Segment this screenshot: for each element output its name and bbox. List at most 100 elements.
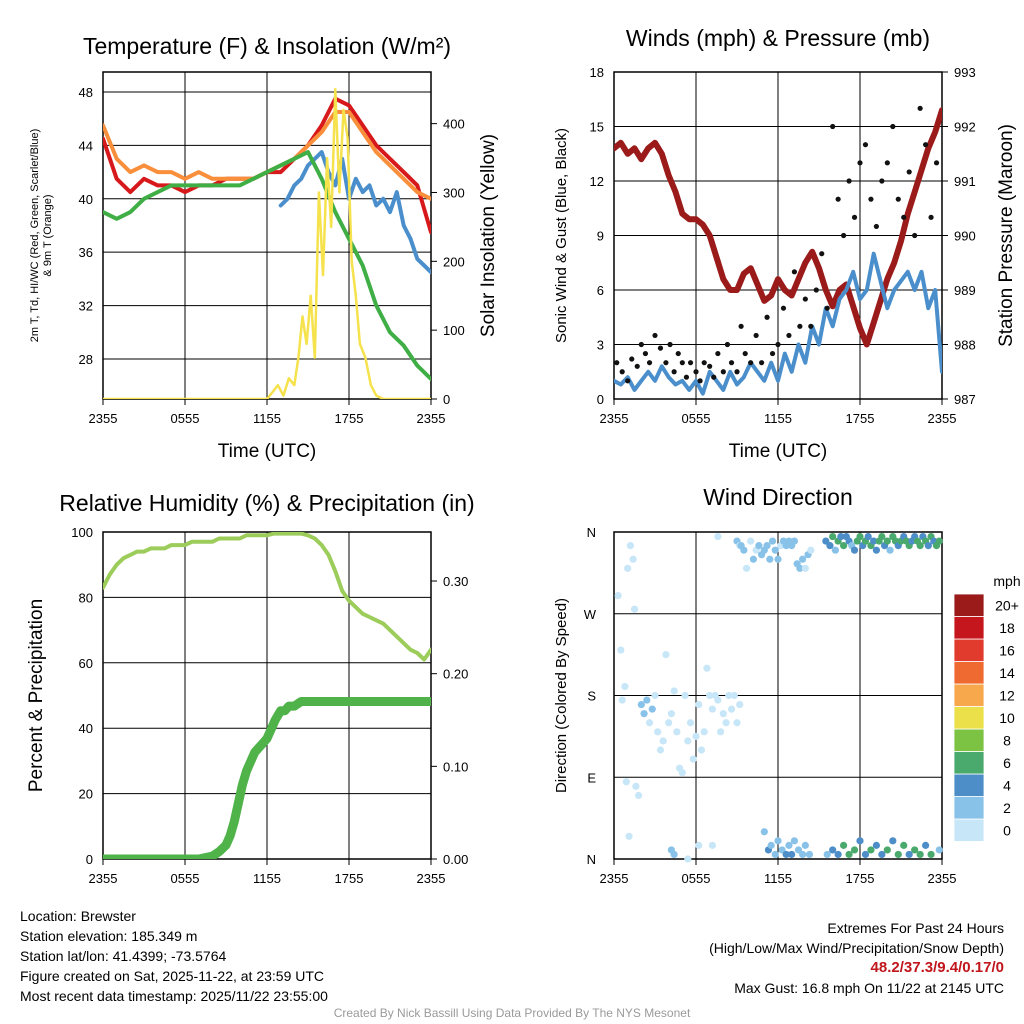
colorbar-label: 4 xyxy=(1003,777,1011,793)
series-gust-point xyxy=(802,296,808,302)
x-tick-label: 1755 xyxy=(335,411,364,426)
wind-direction-point xyxy=(695,700,703,709)
wind-direction-point xyxy=(831,546,840,554)
series-gust-point xyxy=(657,345,664,351)
wind-direction-point xyxy=(905,850,913,859)
colorbar-swatch xyxy=(953,773,985,797)
y-tick-label: 20 xyxy=(79,787,93,802)
wind-direction-point xyxy=(840,542,848,550)
wind-direction-point xyxy=(768,537,777,545)
wind-direction-point xyxy=(648,705,656,713)
series-gust-point xyxy=(707,363,713,369)
series-gust-point xyxy=(923,142,929,148)
wind-direction-point xyxy=(730,691,738,700)
wind-direction-point xyxy=(622,778,630,786)
series-relative-humidity-line xyxy=(103,532,431,662)
y2-tick-label: 400 xyxy=(443,117,465,132)
wind-direction-point xyxy=(788,850,796,859)
chart-title: Temperature (F) & Insolation (W/m²) xyxy=(83,33,451,59)
wind-direction-point xyxy=(725,691,733,700)
y2-tick-label: 0.10 xyxy=(443,759,468,774)
wind-direction-point xyxy=(689,755,697,763)
colorbar-label: 6 xyxy=(1003,755,1011,771)
wind-direction-point xyxy=(692,732,700,740)
wind-direction-point xyxy=(733,719,741,727)
wind-direction-point xyxy=(736,700,744,709)
wind-direction-point xyxy=(850,846,859,854)
series-group xyxy=(103,532,431,859)
y-tick-label: 32 xyxy=(79,299,93,314)
series-gust-point xyxy=(851,214,858,220)
x-tick-label: 2355 xyxy=(928,871,957,886)
wind-direction-point xyxy=(829,532,837,541)
x-tick-label: 2355 xyxy=(600,871,629,886)
wind-direction-point xyxy=(867,846,875,854)
wind-direction-point xyxy=(703,664,711,672)
y2-tick-label: 0.20 xyxy=(443,667,468,682)
wind-direction-point xyxy=(722,719,730,727)
series-station-pressure-line xyxy=(614,107,942,348)
wind-direction-point xyxy=(894,850,902,859)
y-axis-label: Percent & Precipitation xyxy=(26,599,47,792)
wind-direction-point xyxy=(654,728,662,736)
series-gust-point xyxy=(742,350,748,357)
y2-tick-label: 988 xyxy=(954,338,976,353)
x-tick-label: 2355 xyxy=(928,411,957,426)
series-gust-point xyxy=(846,178,852,184)
wind-direction-point xyxy=(749,555,758,563)
wind-direction-point xyxy=(922,841,930,849)
series-gust-point xyxy=(797,323,803,329)
series-gust-point xyxy=(912,232,918,239)
x-axis-label: Time (UTC) xyxy=(218,441,317,462)
y-tick-label: 3 xyxy=(597,338,604,353)
y-tick-label: 44 xyxy=(79,138,93,153)
y-tick-label: 80 xyxy=(79,590,93,605)
series-gust-point xyxy=(738,323,744,329)
colorbar-label: 14 xyxy=(999,665,1015,681)
wind-direction-point xyxy=(651,691,659,700)
series-gust-point xyxy=(824,305,830,311)
wind-direction-point xyxy=(714,696,722,704)
y2-tick-label: 0 xyxy=(443,392,450,407)
x-axis-label: Time (UTC) xyxy=(729,441,828,462)
y-tick-label: 0 xyxy=(86,852,93,867)
wind-direction-point xyxy=(695,841,703,849)
wind-direction-point xyxy=(684,855,692,863)
wind-direction-point xyxy=(617,646,625,654)
wind-direction-point xyxy=(771,850,779,859)
x-tick-label: 0555 xyxy=(171,411,200,426)
series-gust-point xyxy=(652,332,658,339)
wind-direction-point xyxy=(805,850,814,859)
series-gust-point xyxy=(619,369,625,375)
y-tick-label: 40 xyxy=(79,192,93,207)
series-gust-point xyxy=(906,169,912,175)
wind-direction-point xyxy=(829,846,837,854)
series-hi-wc-line xyxy=(278,150,431,275)
wind-direction-point xyxy=(755,542,763,550)
y2-tick-label: 987 xyxy=(954,392,976,407)
extremes-values: 48.2/37.3/9.4/0.17/0 xyxy=(870,959,1004,976)
y2-tick-label: 990 xyxy=(954,229,976,244)
series-gust-point xyxy=(701,360,707,366)
x-tick-label: 1155 xyxy=(253,871,281,886)
wind-direction-point xyxy=(799,850,807,859)
y2-tick-label: 0.00 xyxy=(443,852,468,867)
colorbar-swatch xyxy=(953,638,985,662)
y-tick-label: S xyxy=(587,689,596,704)
colorbar-label: 8 xyxy=(1003,732,1011,748)
series-gust-point xyxy=(873,223,880,230)
wind-direction-point xyxy=(670,850,678,859)
x-tick-label: 2355 xyxy=(89,871,118,886)
series-gust-point xyxy=(728,360,735,366)
colorbar-swatch xyxy=(953,616,985,640)
wind-direction-point xyxy=(700,728,708,736)
y2-tick-label: 992 xyxy=(954,120,976,135)
wind-direction-point xyxy=(900,841,908,849)
wind-direction-point xyxy=(927,850,935,859)
wind-direction-point xyxy=(911,846,919,854)
wind-direction-point xyxy=(643,696,651,704)
y2-tick-label: 993 xyxy=(954,65,976,80)
wind-direction-point xyxy=(883,846,891,854)
series-gust-point xyxy=(663,360,669,366)
